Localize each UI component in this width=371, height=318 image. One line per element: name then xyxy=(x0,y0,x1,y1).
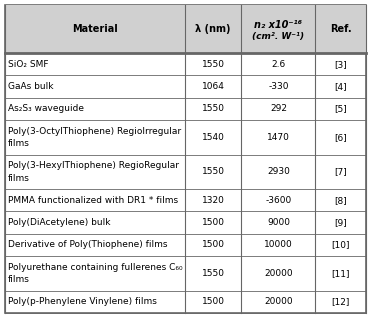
Text: Poly(DiAcetylene) bulk: Poly(DiAcetylene) bulk xyxy=(8,218,111,227)
Text: 1470: 1470 xyxy=(267,133,290,142)
Text: 20000: 20000 xyxy=(264,297,293,306)
Text: [4]: [4] xyxy=(334,82,347,91)
Text: films: films xyxy=(8,275,30,284)
Text: [11]: [11] xyxy=(331,269,350,278)
Text: -330: -330 xyxy=(268,82,289,91)
Text: Poly(p-Phenylene Vinylene) films: Poly(p-Phenylene Vinylene) films xyxy=(8,297,157,306)
Text: 1550: 1550 xyxy=(202,60,225,69)
Text: 1540: 1540 xyxy=(202,133,225,142)
Text: 1320: 1320 xyxy=(202,196,225,205)
Text: [7]: [7] xyxy=(334,167,347,176)
Text: As₂S₃ waveguide: As₂S₃ waveguide xyxy=(8,104,84,113)
Text: 9000: 9000 xyxy=(267,218,290,227)
Text: Ref.: Ref. xyxy=(330,24,351,34)
Bar xyxy=(5,5,366,53)
Text: 2930: 2930 xyxy=(267,167,290,176)
Text: 20000: 20000 xyxy=(264,269,293,278)
Text: λ (nm): λ (nm) xyxy=(196,24,231,34)
Text: [9]: [9] xyxy=(334,218,347,227)
Text: 1500: 1500 xyxy=(202,218,225,227)
Text: 1550: 1550 xyxy=(202,167,225,176)
Text: 1500: 1500 xyxy=(202,297,225,306)
Text: [12]: [12] xyxy=(332,297,350,306)
Text: Poly(3-HexylThiophene) RegioRegular: Poly(3-HexylThiophene) RegioRegular xyxy=(8,161,179,170)
Text: -3600: -3600 xyxy=(265,196,292,205)
Text: 1500: 1500 xyxy=(202,240,225,249)
Text: [8]: [8] xyxy=(334,196,347,205)
Text: 1550: 1550 xyxy=(202,104,225,113)
Text: [3]: [3] xyxy=(334,60,347,69)
Text: films: films xyxy=(8,174,30,183)
Text: SiO₂ SMF: SiO₂ SMF xyxy=(8,60,49,69)
Text: 10000: 10000 xyxy=(264,240,293,249)
Text: [6]: [6] xyxy=(334,133,347,142)
Text: Material: Material xyxy=(72,24,118,34)
Text: films: films xyxy=(8,139,30,148)
Text: 2.6: 2.6 xyxy=(271,60,286,69)
Text: (cm². W⁻¹): (cm². W⁻¹) xyxy=(252,31,305,40)
Text: 292: 292 xyxy=(270,104,287,113)
Text: 1550: 1550 xyxy=(202,269,225,278)
Text: n₂ x10⁻¹⁶: n₂ x10⁻¹⁶ xyxy=(255,20,302,30)
Text: PMMA functionalized with DR1 * films: PMMA functionalized with DR1 * films xyxy=(8,196,178,205)
Text: GaAs bulk: GaAs bulk xyxy=(8,82,53,91)
Text: [10]: [10] xyxy=(331,240,350,249)
Text: Polyurethane containing fullerenes C₆₀: Polyurethane containing fullerenes C₆₀ xyxy=(8,263,183,272)
Text: Derivative of Poly(Thiophene) films: Derivative of Poly(Thiophene) films xyxy=(8,240,167,249)
Text: Poly(3-OctylThiophene) RegioIrregular: Poly(3-OctylThiophene) RegioIrregular xyxy=(8,127,181,135)
Text: 1064: 1064 xyxy=(202,82,225,91)
Text: [5]: [5] xyxy=(334,104,347,113)
